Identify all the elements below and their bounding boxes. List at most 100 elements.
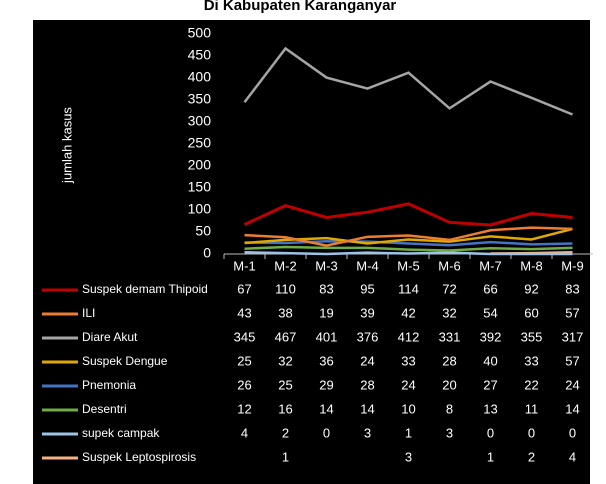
table-value: 20 [442,377,456,392]
table-value: 14 [565,401,579,416]
table-value: 345 [234,329,256,344]
table-value: 28 [442,353,456,368]
table-value: 392 [480,329,502,344]
table-value: 14 [319,401,333,416]
table-value: 22 [524,377,538,392]
table-value: 2 [528,449,535,464]
y-tick-label: 350 [188,91,212,107]
table-value: 39 [360,305,374,320]
y-tick-label: 200 [188,157,212,173]
table-value: 19 [319,305,333,320]
table-value: 12 [237,401,251,416]
table-value: 57 [565,353,579,368]
table-value: 1 [405,425,412,440]
table-value: 36 [319,353,333,368]
table-value: 16 [278,401,292,416]
chart-title: Di Kabupaten Karanganyar [204,0,397,14]
table-value: 14 [360,401,374,416]
table-value: 32 [442,305,456,320]
table-value: 13 [483,401,497,416]
table-value: 29 [319,377,333,392]
table-value: 3 [405,449,412,464]
table-value: 33 [401,353,415,368]
legend-label: Pnemonia [82,378,136,392]
x-tick-label: M-6 [438,258,460,273]
table-value: 0 [323,425,330,440]
table-value: 72 [442,281,456,296]
legend-label: Suspek Dengue [82,354,168,368]
table-value: 95 [360,281,374,296]
x-tick-label: M-1 [233,258,255,273]
table-value: 355 [521,329,543,344]
y-axis-label: jumlah kasus [59,107,74,184]
table-value: 0 [487,425,494,440]
table-value: 4 [241,425,248,440]
table-value: 1 [487,449,494,464]
legend-label: Desentri [82,402,127,416]
x-tick-label: M-2 [274,258,296,273]
table-value: 24 [360,353,374,368]
legend-label: Diare Akut [82,330,138,344]
table-value: 83 [565,281,579,296]
legend-label: ILI [82,306,95,320]
table-value: 25 [237,353,251,368]
x-tick-label: M-4 [356,258,378,273]
table-value: 467 [275,329,297,344]
table-value: 412 [398,329,420,344]
table-value: 92 [524,281,538,296]
x-tick-label: M-9 [561,258,583,273]
table-value: 24 [565,377,579,392]
table-value: 0 [528,425,535,440]
table-value: 54 [483,305,497,320]
series-line [244,250,573,256]
y-tick-label: 500 [188,25,212,41]
y-tick-label: 400 [188,69,212,85]
chart-background [33,20,590,484]
table-value: 3 [446,425,453,440]
y-tick-label: 0 [203,245,211,261]
table-value: 32 [278,353,292,368]
table-value: 114 [398,281,419,296]
series-line [244,226,573,247]
table-value: 317 [562,329,584,344]
table-value: 376 [357,329,379,344]
table-value: 27 [483,377,497,392]
table-value: 2 [282,425,289,440]
table-value: 83 [319,281,333,296]
table-value: 66 [483,281,497,296]
table-value: 40 [483,353,497,368]
table-value: 24 [401,377,415,392]
table-value: 67 [237,281,251,296]
y-tick-label: 450 [188,47,212,63]
table-value: 1 [282,449,289,464]
table-value: 0 [569,425,576,440]
table-value: 26 [237,377,251,392]
table-value: 110 [275,281,296,296]
legend-label: supek campak [82,426,160,440]
table-value: 3 [364,425,371,440]
legend-label: Suspek demam Thipoid [82,282,208,296]
series-line [243,202,573,227]
table-value: 331 [439,329,461,344]
table-value: 25 [278,377,292,392]
table-value: 8 [446,401,453,416]
legend-label: Suspek Leptospirosis [82,450,196,464]
table-value: 60 [524,305,538,320]
table-value: 11 [525,401,539,416]
table-value: 10 [401,401,415,416]
x-tick-label: M-3 [315,258,337,273]
y-tick-label: 50 [195,223,211,239]
table-value: 57 [565,305,579,320]
y-tick-label: 300 [188,113,212,129]
table-value: 38 [278,305,292,320]
y-tick-label: 250 [188,135,212,151]
table-value: 33 [524,353,538,368]
table-value: 43 [237,305,251,320]
y-tick-label: 100 [188,201,212,217]
series-line [244,245,573,252]
series-line [243,46,573,116]
series-line [244,239,573,247]
x-tick-label: M-8 [520,258,542,273]
x-tick-label: M-5 [397,258,419,273]
